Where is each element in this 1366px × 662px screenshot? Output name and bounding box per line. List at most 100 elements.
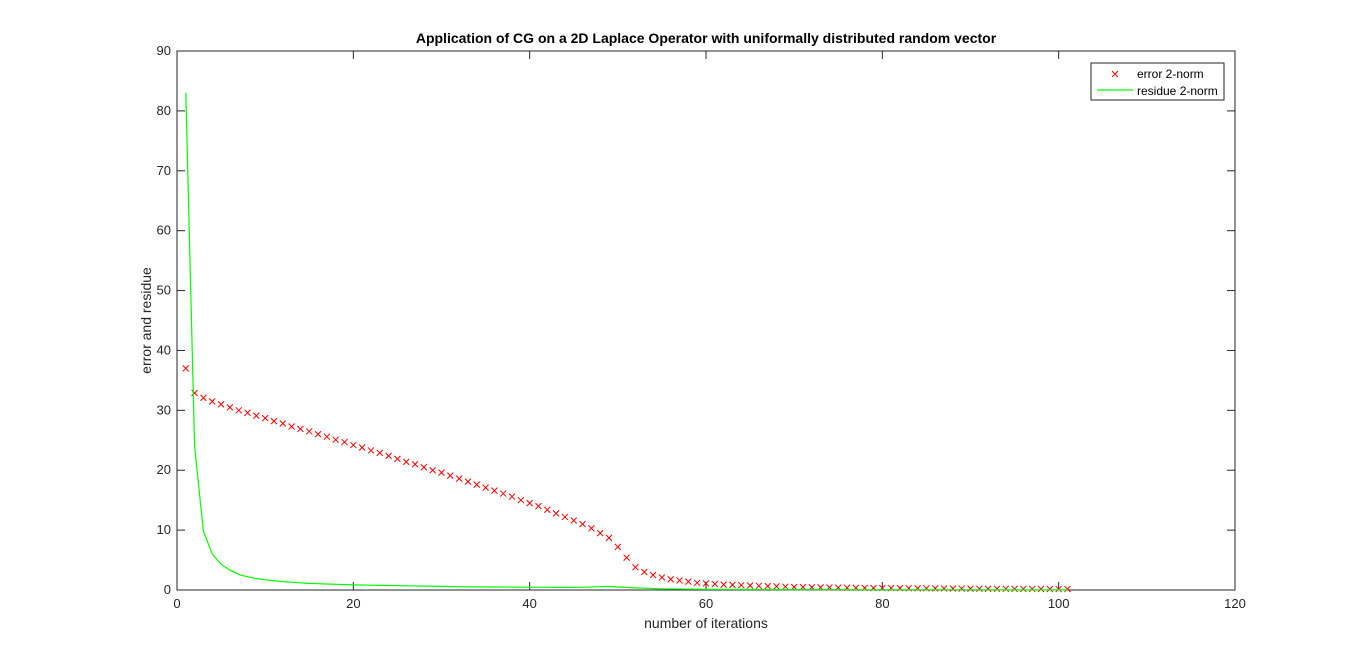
x-tick-label: 120 xyxy=(1224,596,1246,611)
data-point-error xyxy=(349,441,357,449)
data-point-error xyxy=(773,583,780,590)
data-point-error xyxy=(438,469,445,476)
data-point-error xyxy=(200,394,207,402)
data-point-error xyxy=(605,534,613,542)
data-point-error xyxy=(314,430,322,438)
data-point-error xyxy=(1002,585,1010,593)
y-tick-label: 40 xyxy=(157,342,171,357)
data-point-error xyxy=(993,585,1001,593)
data-point-error xyxy=(967,585,974,592)
data-point-error xyxy=(596,529,604,537)
y-tick-label: 90 xyxy=(157,43,171,58)
data-point-error xyxy=(270,417,278,425)
data-point-error xyxy=(252,412,260,420)
data-point-error xyxy=(367,447,375,454)
data-point-error xyxy=(208,397,216,405)
data-point-error xyxy=(464,478,472,485)
data-point-error xyxy=(984,585,992,593)
series-line-residue xyxy=(185,92,1068,591)
data-point-error xyxy=(446,472,454,479)
data-point-error xyxy=(702,580,710,587)
data-point-error xyxy=(332,436,340,444)
data-point-error xyxy=(561,513,569,521)
data-point-error xyxy=(402,458,410,466)
data-point-error xyxy=(685,578,692,585)
data-point-error xyxy=(729,581,736,589)
data-point-error xyxy=(552,509,560,517)
data-point-error xyxy=(940,585,948,592)
data-point-error xyxy=(279,420,287,427)
data-point-error xyxy=(297,425,304,433)
data-point-error xyxy=(1037,585,1045,593)
legend-marker-x xyxy=(1111,70,1119,78)
data-point-error xyxy=(975,585,983,593)
data-point-error xyxy=(588,524,595,532)
y-axis-label: error and residue xyxy=(138,267,154,374)
x-tick-label: 0 xyxy=(173,596,180,611)
legend-marker-error xyxy=(1111,70,1119,78)
data-point-error xyxy=(182,365,190,372)
data-point-error xyxy=(226,403,234,411)
x-tick-label: 100 xyxy=(1048,596,1070,611)
data-point-error xyxy=(755,582,763,590)
data-point-error xyxy=(667,575,675,583)
data-point-error xyxy=(579,520,586,528)
data-point-error xyxy=(358,444,366,451)
data-point-error xyxy=(376,449,384,457)
data-point-error xyxy=(411,460,419,468)
data-point-error xyxy=(535,502,542,510)
data-point-error xyxy=(1011,585,1018,593)
data-point-error xyxy=(737,581,745,589)
data-point-error xyxy=(543,506,551,514)
x-tick-label: 20 xyxy=(346,596,360,611)
data-point-error xyxy=(526,499,534,507)
data-point-error xyxy=(473,481,481,488)
y-tick-label: 80 xyxy=(157,103,171,118)
y-tick-label: 0 xyxy=(164,582,171,597)
x-tick-label: 60 xyxy=(699,596,713,611)
data-point-error xyxy=(949,585,957,592)
data-point-error xyxy=(632,563,639,571)
data-point-error xyxy=(1046,585,1054,593)
data-point-error xyxy=(305,427,313,435)
data-point-error xyxy=(491,487,498,494)
data-point-error xyxy=(429,466,437,474)
data-point-error xyxy=(455,475,463,482)
axis-ticks: 0 20 40 60 80 100 120 0 10 20 30 40 50 60 70 80 90 xyxy=(157,43,1246,611)
y-tick-label: 70 xyxy=(157,163,171,178)
data-point-error xyxy=(323,433,331,441)
data-point-error xyxy=(261,414,269,422)
data-point-error xyxy=(1064,585,1071,593)
data-point-error xyxy=(649,571,657,579)
series-layer xyxy=(182,92,1071,593)
data-point-error xyxy=(1020,585,1027,593)
data-point-error xyxy=(482,484,489,491)
data-point-error xyxy=(244,409,251,417)
data-point-error xyxy=(693,579,701,587)
data-point-error xyxy=(746,582,754,589)
x-axis-label: number of iterations xyxy=(644,615,768,631)
data-point-error xyxy=(385,452,392,460)
legend: error 2-norm residue 2-norm xyxy=(1090,62,1225,101)
data-point-error xyxy=(288,423,295,430)
x-tick-label: 80 xyxy=(875,596,889,611)
legend-box xyxy=(1090,62,1225,101)
data-point-error xyxy=(570,517,578,524)
data-point-error xyxy=(499,490,507,497)
legend-entry-residue: residue 2-norm xyxy=(1137,84,1218,98)
y-tick-label: 30 xyxy=(157,402,171,417)
y-tick-label: 60 xyxy=(157,223,171,238)
data-point-error xyxy=(508,493,516,500)
legend-entry-error: error 2-norm xyxy=(1137,67,1204,81)
data-point-error xyxy=(640,568,648,576)
x-tick-label: 40 xyxy=(522,596,536,611)
data-point-error xyxy=(958,585,966,592)
data-point-error xyxy=(781,583,789,591)
data-point-error xyxy=(217,400,225,408)
data-point-error xyxy=(720,581,727,588)
y-tick-label: 20 xyxy=(157,462,171,477)
data-point-error xyxy=(517,496,525,504)
data-point-error xyxy=(1028,585,1036,593)
data-point-error xyxy=(623,554,631,562)
